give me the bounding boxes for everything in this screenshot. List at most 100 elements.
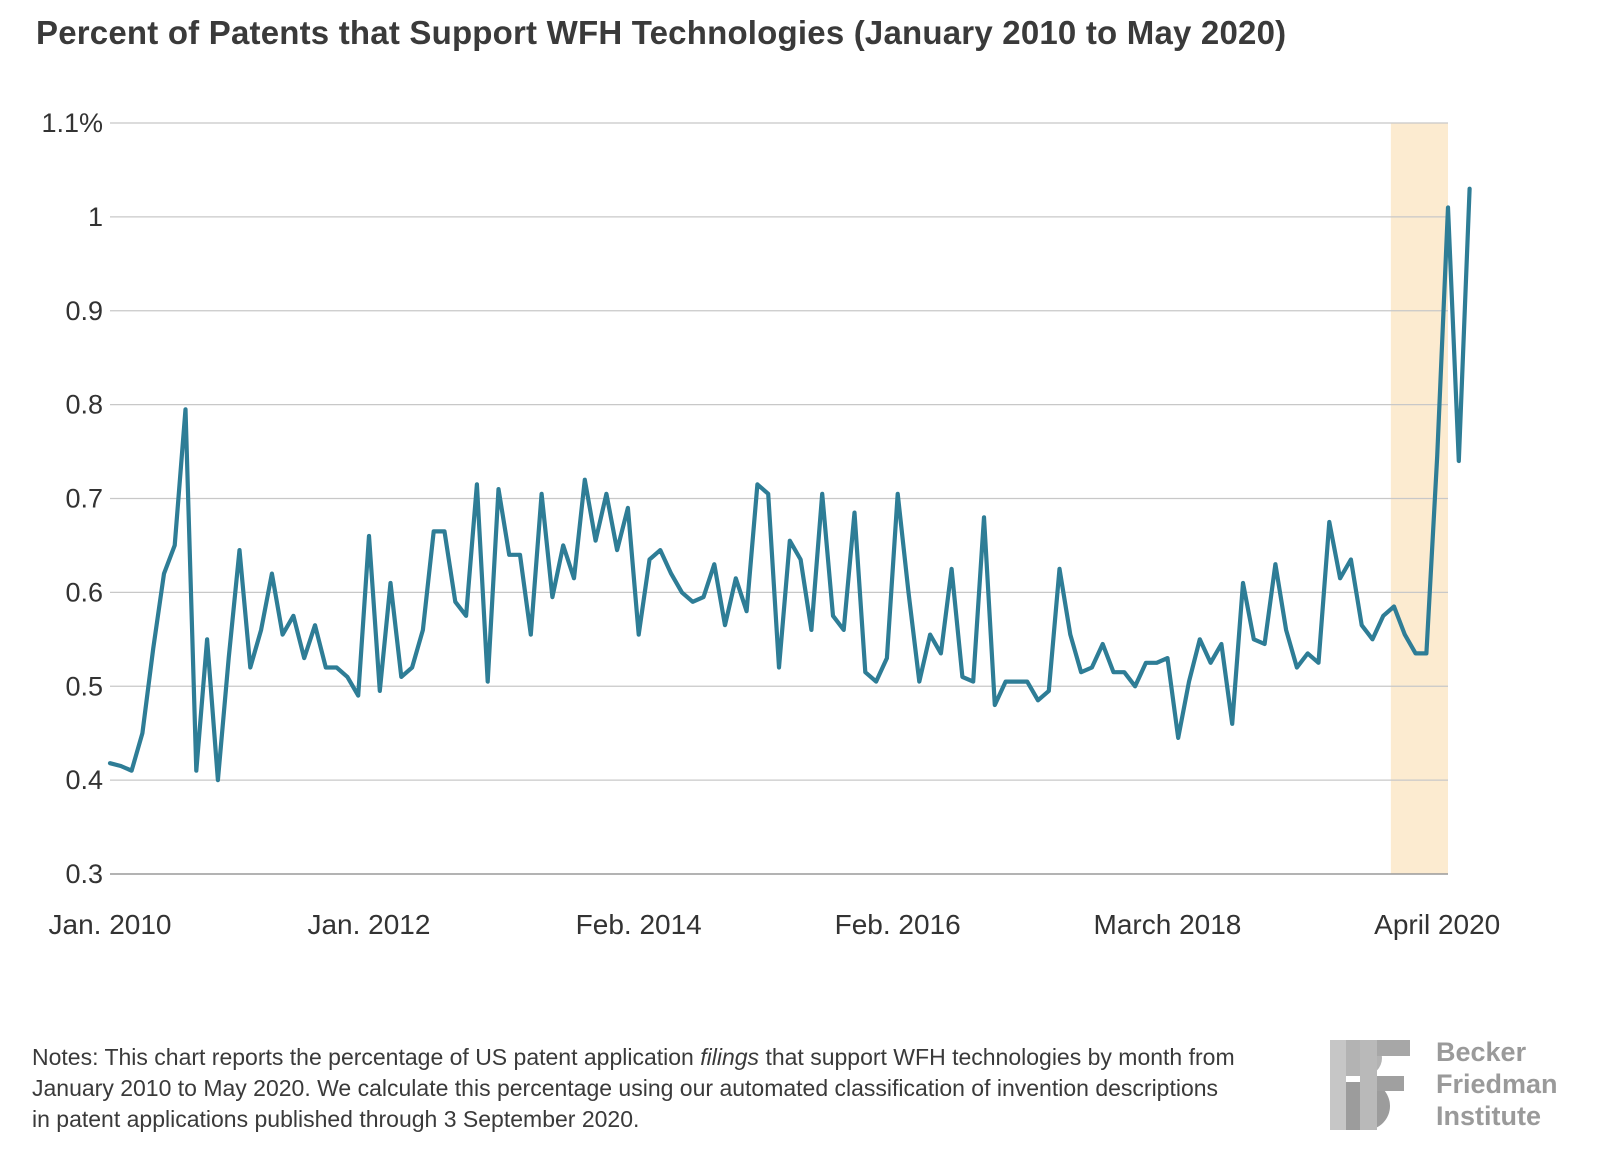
data-point — [1198, 637, 1202, 641]
data-point — [1360, 623, 1364, 627]
data-point — [442, 529, 447, 534]
data-point — [1381, 614, 1385, 618]
data-point — [1101, 642, 1105, 646]
data-point — [971, 680, 975, 684]
data-point — [173, 543, 177, 548]
y-tick-label: 0.7 — [65, 484, 103, 514]
data-point — [1004, 680, 1008, 684]
x-tick-label: Feb. 2014 — [576, 909, 702, 940]
data-point — [1424, 651, 1428, 656]
series-layer — [107, 186, 1472, 783]
data-point — [1273, 562, 1277, 566]
data-point — [432, 529, 436, 534]
data-point — [399, 675, 403, 679]
data-point — [130, 769, 134, 773]
data-point — [1349, 557, 1353, 562]
data-point — [734, 576, 738, 580]
chart-notes: Notes: This chart reports the percentage… — [32, 1042, 1242, 1135]
y-tick-label: 0.8 — [65, 390, 103, 420]
data-point — [950, 567, 954, 571]
data-point — [302, 656, 306, 660]
data-point — [755, 482, 760, 486]
data-point — [507, 553, 511, 557]
data-point — [701, 595, 706, 599]
data-point — [626, 506, 630, 510]
data-point — [669, 572, 673, 576]
data-point — [658, 548, 662, 552]
data-point — [939, 651, 943, 656]
data-point — [162, 572, 166, 576]
data-point — [194, 769, 198, 773]
data-point — [820, 492, 824, 496]
data-point — [270, 572, 274, 576]
data-point — [281, 633, 285, 637]
data-point — [1176, 736, 1180, 740]
data-point — [766, 492, 770, 496]
y-tick-label: 0.3 — [65, 859, 103, 889]
data-point — [486, 680, 490, 684]
data-point — [993, 703, 997, 707]
x-tick-label: Jan. 2012 — [307, 909, 430, 940]
x-axis-ticks: Jan. 2010 Jan. 2012 Feb. 2014 Feb. 2016 Marc… — [49, 909, 1501, 940]
data-point — [119, 764, 123, 768]
data-point — [335, 665, 339, 670]
logo-wordmark: Becker Friedman Institute — [1436, 1036, 1558, 1132]
y-tick-label: 0.9 — [65, 296, 103, 326]
logo-line-2: Friedman — [1436, 1069, 1558, 1099]
notes-emphasis: filings — [700, 1044, 760, 1070]
data-point — [345, 675, 349, 679]
data-point — [367, 534, 371, 538]
notes-text-start: Notes: This chart reports the percentage… — [32, 1044, 701, 1070]
data-point — [151, 647, 155, 651]
data-point — [1090, 665, 1094, 670]
y-tick-label: 0.4 — [65, 765, 103, 795]
data-point — [863, 670, 867, 674]
data-point — [788, 539, 792, 543]
data-point — [1252, 637, 1256, 641]
data-point — [852, 510, 857, 515]
data-point — [906, 590, 911, 595]
logo-line-1: Becker — [1436, 1037, 1527, 1067]
data-point — [928, 633, 932, 637]
chart-title: Percent of Patents that Support WFH Tech… — [36, 14, 1287, 51]
data-point — [1295, 665, 1299, 670]
data-point — [1338, 576, 1342, 580]
x-tick-label: March 2018 — [1094, 909, 1242, 940]
gridlines — [110, 122, 1448, 875]
data-point — [594, 539, 598, 543]
data-point — [1187, 680, 1191, 684]
data-point — [561, 543, 565, 548]
data-point — [216, 778, 220, 782]
data-point — [237, 548, 242, 552]
data-point — [248, 665, 252, 670]
data-point — [1316, 661, 1321, 665]
data-point — [1122, 670, 1126, 674]
data-point — [388, 581, 393, 585]
x-tick-label: April 2020 — [1374, 909, 1500, 940]
data-point — [1219, 642, 1223, 646]
data-point — [1057, 567, 1062, 571]
data-point — [1284, 628, 1288, 632]
y-tick-label: 0.5 — [65, 671, 103, 701]
data-point — [1435, 454, 1439, 458]
data-point — [464, 614, 468, 618]
data-point — [1468, 187, 1472, 191]
data-point — [313, 623, 317, 627]
data-point — [1209, 661, 1213, 665]
data-point — [1155, 661, 1159, 665]
x-tick-label: Jan. 2010 — [49, 909, 172, 940]
data-point — [1079, 670, 1083, 674]
data-point — [1457, 459, 1461, 463]
data-point — [291, 614, 295, 618]
data-point — [874, 680, 878, 684]
data-point — [1165, 656, 1170, 660]
data-point — [1370, 637, 1375, 641]
data-point — [518, 553, 522, 557]
data-point — [453, 600, 457, 604]
data-point — [885, 656, 889, 660]
data-point — [647, 557, 652, 562]
data-point — [1327, 520, 1331, 524]
data-point — [324, 665, 328, 670]
data-point — [183, 407, 188, 411]
data-point — [356, 694, 360, 698]
